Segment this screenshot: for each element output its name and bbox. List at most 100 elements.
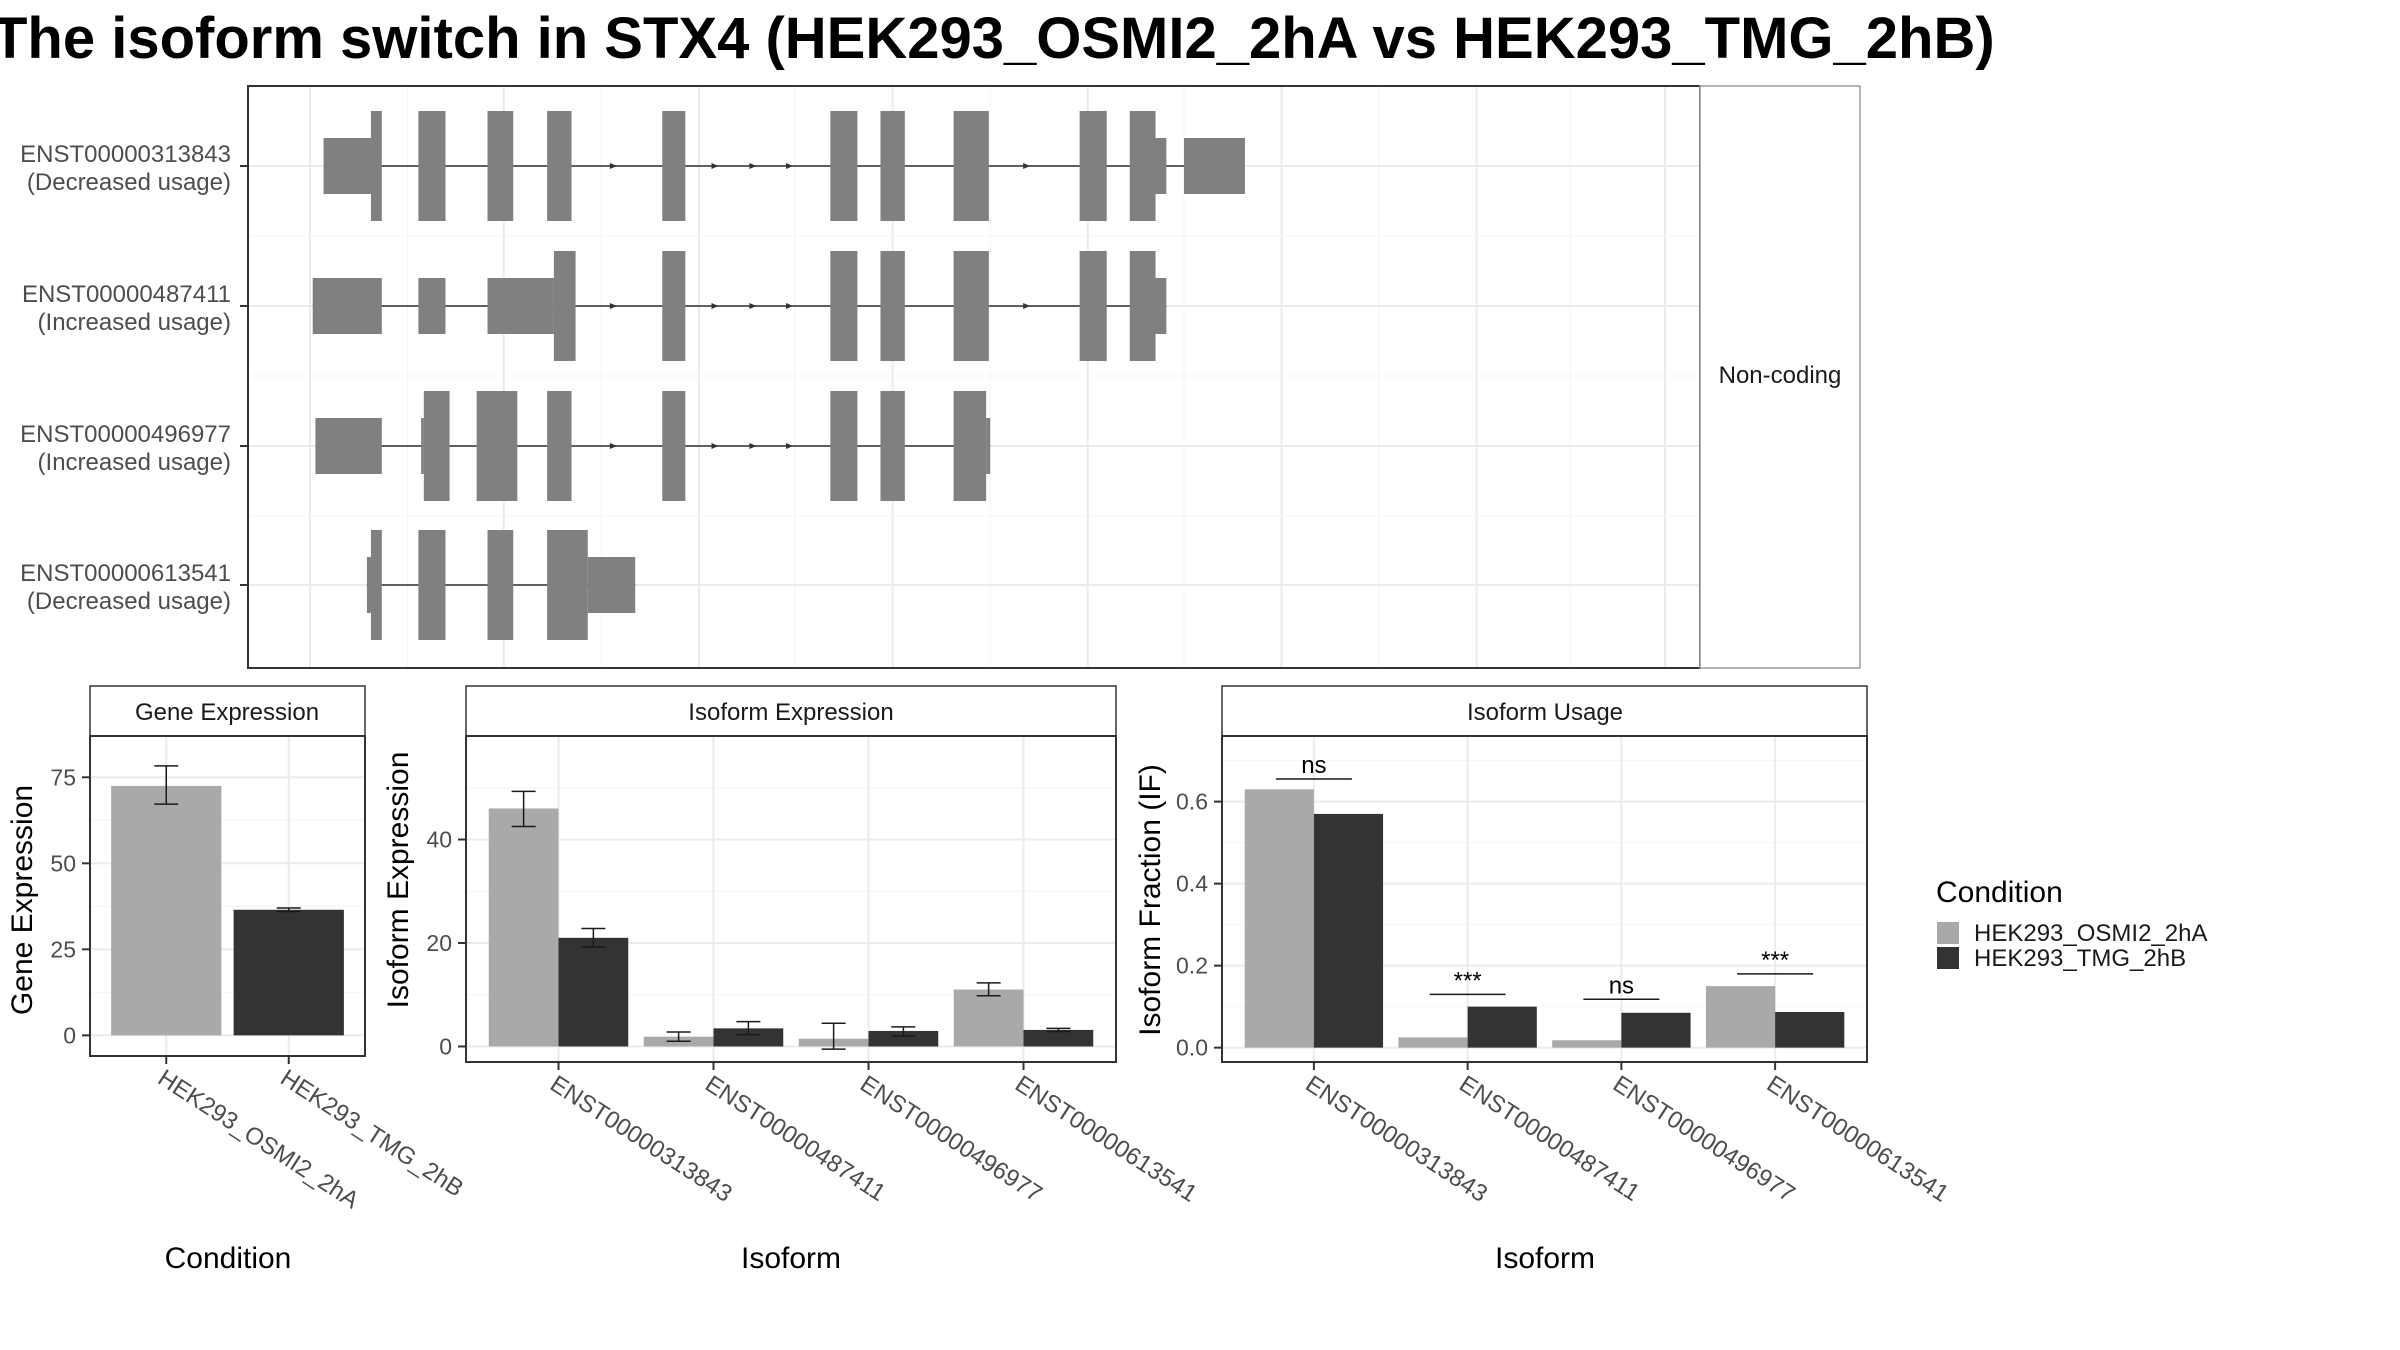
transcript-id-label: ENST00000613541	[20, 560, 231, 587]
noncoding-facet-strip	[1699, 85, 1861, 669]
transcript-usage-label: (Increased usage)	[38, 309, 231, 336]
transcript-usage-label: (Decreased usage)	[27, 169, 231, 196]
bar	[1023, 1029, 1094, 1047]
isoform-usage-strip	[1221, 685, 1868, 737]
panel-border	[89, 735, 366, 1057]
bar	[713, 1028, 784, 1047]
coding-exon	[423, 391, 450, 501]
significance-label: ns	[1609, 972, 1634, 999]
gene-structure-plot: Non-coding ENST00000313843(Decreased usa…	[20, 85, 1861, 669]
intron-arrow	[786, 303, 794, 309]
intron-arrow	[786, 163, 794, 169]
coding-exon	[662, 251, 686, 361]
coding-exon	[953, 251, 989, 361]
intron-arrow	[1023, 303, 1031, 309]
transcript-track	[312, 251, 1167, 361]
coding-exon	[953, 111, 989, 221]
coding-exon	[553, 251, 576, 361]
utr-exon	[418, 278, 446, 334]
utr-exon	[312, 278, 382, 334]
coding-exon	[547, 530, 588, 640]
isoform-usage-y-axis-title: Isoform Fraction (IF)	[1134, 764, 1167, 1036]
gene-expression-strip-label: Gene Expression	[135, 699, 319, 726]
legend-key-cond-a	[1937, 922, 1959, 944]
coding-exon	[487, 530, 514, 640]
coding-exon	[370, 530, 382, 640]
gene-expression-x-axis-title: Condition	[165, 1242, 292, 1275]
legend-key-cond-b	[1937, 947, 1959, 969]
transcript-track	[323, 111, 1245, 221]
utr-exon	[587, 557, 636, 613]
y-tick-label: 20	[426, 930, 452, 956]
y-tick-label: 0	[63, 1022, 76, 1048]
intron-arrow	[609, 163, 617, 169]
utr-exon	[1155, 138, 1167, 194]
utr-exon	[315, 418, 382, 474]
isoform-usage-strip-label: Isoform Usage	[1467, 699, 1623, 726]
coding-exon	[1079, 111, 1107, 221]
utr-exon	[323, 138, 371, 194]
coding-exon	[547, 391, 572, 501]
coding-exon	[487, 111, 514, 221]
coding-exon	[370, 111, 382, 221]
significance-label: ***	[1761, 947, 1789, 974]
transcript-id-label: ENST00000496977	[20, 421, 231, 448]
isoform-expression-strip	[465, 685, 1117, 737]
intron-arrow	[609, 303, 617, 309]
error-bar	[581, 927, 606, 948]
intron-arrow	[749, 443, 757, 449]
isoform-expression-strip-label: Isoform Expression	[688, 699, 893, 726]
transcript-usage-label: (Increased usage)	[38, 449, 231, 476]
y-tick-label: 0.2	[1176, 953, 1208, 979]
bar	[233, 909, 344, 1036]
legend-title: Condition	[1936, 876, 2063, 909]
intron-arrow	[786, 443, 794, 449]
coding-exon	[418, 111, 446, 221]
isoform-expression-y-axis-title: Isoform Expression	[382, 752, 415, 1009]
transcript-tracks	[312, 111, 1245, 640]
intron-arrow	[609, 443, 617, 449]
legend-label-cond-b: HEK293_TMG_2hB	[1974, 945, 2186, 972]
error-bar	[276, 907, 301, 913]
error-bar	[736, 1020, 761, 1036]
error-bar	[666, 1031, 691, 1043]
bar	[953, 989, 1024, 1047]
utr-exon	[1183, 138, 1245, 194]
significance-annotation: ns	[1583, 972, 1660, 1001]
coding-exon	[662, 391, 686, 501]
error-bar	[511, 790, 536, 828]
y-tick-label: 0	[439, 1033, 452, 1059]
transcript-id-label: ENST00000313843	[20, 141, 231, 168]
transcript-id-label: ENST00000487411	[22, 281, 231, 308]
bar	[1621, 1012, 1691, 1048]
y-tick-label: 0.4	[1176, 871, 1208, 897]
bar	[1313, 813, 1384, 1048]
y-tick-label: 25	[50, 936, 76, 962]
coding-exon	[830, 251, 858, 361]
intron-arrow	[1023, 163, 1031, 169]
coding-exon	[830, 391, 858, 501]
intron-arrow	[749, 303, 757, 309]
y-tick-label: 40	[426, 826, 452, 852]
coding-exon	[662, 111, 686, 221]
panel-border	[1221, 735, 1868, 1063]
utr-exon	[421, 418, 424, 474]
coding-exon	[1079, 251, 1107, 361]
significance-annotation: ns	[1275, 752, 1352, 780]
bar	[868, 1030, 939, 1047]
intron-arrow	[711, 443, 719, 449]
intron-arrow	[711, 303, 719, 309]
figure-title: The isoform switch in STX4 (HEK293_OSMI2…	[0, 6, 1995, 71]
isoform-usage-x-axis-title: Isoform	[1495, 1242, 1595, 1275]
coding-exon	[1129, 111, 1156, 221]
utr-exon	[1155, 278, 1167, 334]
bar	[1467, 1006, 1537, 1048]
intron-arrow	[749, 163, 757, 169]
coding-exon	[476, 391, 518, 501]
isoform-expression-x-axis-title: Isoform	[741, 1242, 841, 1275]
bar	[111, 785, 222, 1036]
bar	[1775, 1011, 1845, 1048]
bar	[1705, 986, 1776, 1048]
bar	[1244, 789, 1314, 1048]
